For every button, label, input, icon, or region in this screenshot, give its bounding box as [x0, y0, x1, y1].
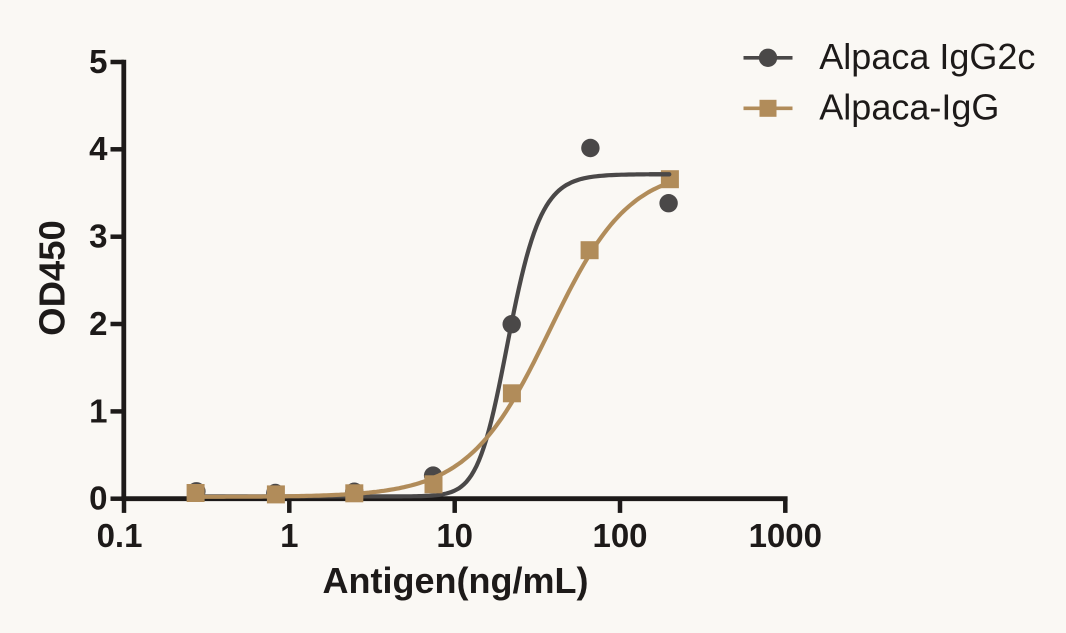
svg-text:2: 2: [89, 305, 107, 342]
svg-text:4: 4: [89, 130, 108, 167]
svg-text:1: 1: [280, 517, 298, 554]
svg-text:10: 10: [436, 517, 473, 554]
svg-text:100: 100: [592, 517, 647, 554]
svg-text:1: 1: [89, 392, 107, 429]
svg-text:5: 5: [89, 43, 107, 80]
svg-text:OD450: OD450: [32, 220, 73, 336]
svg-text:Antigen(ng/mL): Antigen(ng/mL): [323, 560, 589, 601]
svg-text:Alpaca IgG2c: Alpaca IgG2c: [819, 36, 1035, 77]
svg-text:0.1: 0.1: [97, 517, 143, 554]
svg-text:1000: 1000: [749, 517, 822, 554]
svg-text:Alpaca-IgG: Alpaca-IgG: [819, 87, 999, 128]
svg-text:3: 3: [89, 218, 107, 255]
svg-text:0: 0: [89, 480, 107, 517]
